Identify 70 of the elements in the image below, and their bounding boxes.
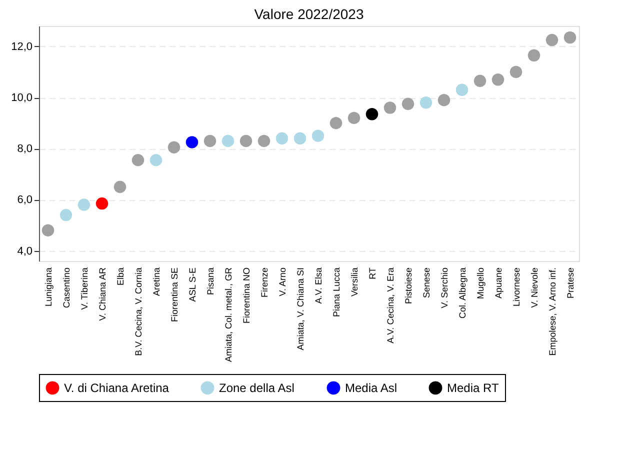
x-tick-label: Livornese	[512, 268, 522, 307]
chart-title: Valore 2022/2023	[254, 6, 364, 22]
point	[528, 49, 540, 62]
point	[474, 74, 486, 88]
x-tick-label: Col. Albegna	[458, 268, 468, 319]
legend-label: Media Asl	[345, 380, 398, 395]
x-tick-label: RT	[368, 267, 378, 280]
x-tick-label: V. Serchio	[440, 268, 450, 308]
point	[222, 134, 234, 148]
legend-label: V. di Chiana Aretina	[64, 380, 170, 395]
legend-label: Media RT	[447, 380, 500, 395]
point	[456, 84, 468, 96]
x-tick-label: A.V. Cecina, V. Era	[386, 268, 396, 344]
x-tick-label: A.V. Elsa	[314, 268, 324, 304]
x-tick-label: Piana Lucca	[332, 268, 342, 318]
point	[420, 96, 432, 109]
y-tick-label: 8,0	[17, 143, 32, 156]
point	[564, 31, 576, 44]
point	[384, 102, 396, 114]
point	[546, 34, 558, 46]
x-tick-label: Versilia	[350, 268, 360, 297]
point	[438, 94, 450, 106]
point	[366, 108, 378, 120]
y-tick-label: 4,0	[17, 245, 32, 258]
point	[150, 154, 162, 166]
point	[402, 98, 414, 110]
x-tick-label: Empolese, V. Arno inf.	[548, 268, 558, 356]
point	[78, 198, 90, 211]
point	[186, 136, 198, 148]
x-tick-label: Fiorentina SE	[170, 268, 180, 322]
x-tick-label: Apuane	[494, 268, 504, 299]
x-tick-label: Senese	[422, 268, 432, 298]
y-tick-label: 6,0	[17, 194, 32, 206]
x-tick-label: ASL S-E	[188, 268, 198, 302]
point	[276, 132, 288, 145]
x-tick-label: Fiorentina NO	[242, 268, 252, 324]
x-tick-label: Pisana	[206, 268, 216, 296]
legend-label: Zone della Asl	[219, 380, 294, 395]
point	[330, 116, 342, 130]
x-tick-label: V. Arno	[278, 268, 288, 296]
point	[168, 141, 180, 154]
x-tick-label: Aretina	[152, 268, 162, 296]
x-tick-label: V. Chiana AR	[98, 267, 108, 321]
point	[132, 154, 144, 166]
point	[96, 197, 108, 210]
x-tick-label: Pratese	[566, 268, 576, 299]
y-tick-label: 10,0	[11, 92, 32, 104]
point	[114, 180, 126, 194]
point	[60, 208, 72, 222]
x-tick-label: Amiata, V. Chiana SI	[296, 268, 306, 350]
point	[240, 134, 252, 148]
point	[312, 130, 324, 142]
y-tick-label: 12,0	[11, 40, 32, 53]
point	[258, 134, 270, 148]
x-tick-label: V. Tiberina	[80, 268, 90, 310]
x-tick-label: Amiata, Col. metal., GR	[224, 267, 234, 362]
point	[492, 74, 504, 86]
x-tick-label: V. Nievole	[530, 268, 540, 308]
x-tick-label: Casentino	[62, 268, 72, 308]
point	[294, 132, 306, 145]
x-tick-label: Elba	[116, 268, 126, 286]
x-tick-label: B.V. Cecina, V. Cornia	[134, 268, 144, 356]
x-tick-label: Pistoiese	[404, 268, 414, 304]
x-tick-label: Firenze	[260, 268, 270, 298]
point	[204, 134, 216, 148]
x-tick-label: Lunigiana	[44, 268, 54, 307]
point	[348, 112, 360, 124]
point	[510, 66, 522, 78]
point	[42, 224, 54, 236]
x-tick-label: Mugello	[476, 268, 486, 300]
